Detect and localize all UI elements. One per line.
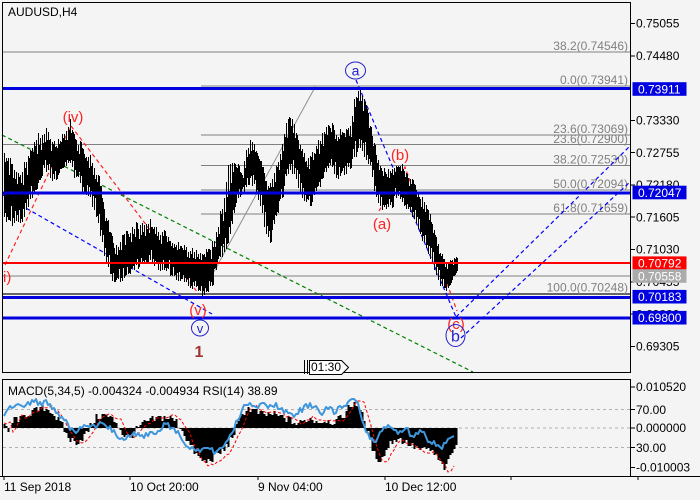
svg-text:0.010520: 0.010520 — [636, 380, 686, 394]
svg-text:0.69800: 0.69800 — [638, 311, 682, 325]
svg-text:(b): (b) — [391, 147, 409, 164]
svg-text:9 Nov 04:00: 9 Nov 04:00 — [258, 480, 323, 494]
svg-text:11 Sep 2018: 11 Sep 2018 — [4, 480, 71, 494]
svg-text:38.2(0.72530): 38.2(0.72530) — [553, 152, 628, 166]
svg-text:23.6(0.72900): 23.6(0.72900) — [553, 132, 628, 146]
svg-text:0.75055: 0.75055 — [636, 17, 680, 31]
svg-text:30.00: 30.00 — [636, 441, 666, 455]
svg-text:0.000000: 0.000000 — [636, 421, 686, 435]
svg-text:0.73330: 0.73330 — [636, 114, 680, 128]
svg-text:0.72755: 0.72755 — [636, 146, 680, 160]
svg-text:MACD(5,34,5) -0.004324 -0.0049: MACD(5,34,5) -0.004324 -0.004934 RSI(14)… — [8, 384, 278, 398]
svg-text:0.71030: 0.71030 — [636, 243, 680, 257]
svg-text:1: 1 — [195, 344, 204, 361]
svg-text:(v): (v) — [189, 302, 207, 319]
svg-text:a: a — [352, 63, 360, 79]
svg-text:61.8(0.71659): 61.8(0.71659) — [553, 201, 628, 215]
svg-text:70.00: 70.00 — [636, 403, 666, 417]
svg-text:i): i) — [3, 269, 11, 286]
svg-text:50.0(0.72094): 50.0(0.72094) — [553, 177, 628, 191]
svg-text:0.74480: 0.74480 — [636, 49, 680, 63]
svg-text:0.0(0.73941): 0.0(0.73941) — [560, 73, 628, 87]
svg-text:100.0(0.70248): 100.0(0.70248) — [547, 280, 628, 294]
svg-text:(a): (a) — [373, 216, 391, 233]
svg-text:10 Oct 20:00: 10 Oct 20:00 — [130, 480, 199, 494]
svg-text:0.73911: 0.73911 — [638, 82, 681, 96]
svg-text:-0.010003: -0.010003 — [636, 461, 690, 475]
svg-text:b: b — [451, 329, 460, 346]
svg-text:01:30: 01:30 — [311, 360, 341, 374]
svg-text:0.69305: 0.69305 — [636, 340, 680, 354]
svg-text:v: v — [197, 321, 204, 336]
svg-text:AUDUSD,H4: AUDUSD,H4 — [8, 5, 78, 19]
svg-text:0.70183: 0.70183 — [638, 290, 682, 304]
svg-text:(iv): (iv) — [63, 109, 84, 126]
svg-text:38.2(0.74546): 38.2(0.74546) — [553, 39, 628, 53]
svg-text:0.71605: 0.71605 — [636, 210, 680, 224]
svg-text:23.6(0.73069): 23.6(0.73069) — [553, 122, 628, 136]
svg-text:0.72047: 0.72047 — [638, 186, 682, 200]
svg-text:0.70558: 0.70558 — [638, 269, 682, 283]
svg-text:10 Dec 12:00: 10 Dec 12:00 — [385, 480, 457, 494]
svg-text:0.70792: 0.70792 — [638, 257, 682, 271]
